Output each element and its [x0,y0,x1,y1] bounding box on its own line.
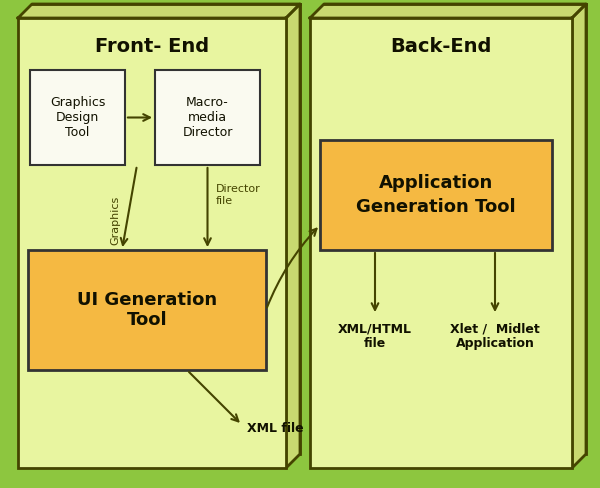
Polygon shape [286,4,300,468]
Bar [18,18,286,468]
Polygon shape [310,4,586,18]
Text: UI Generation
Tool: UI Generation Tool [77,290,217,329]
Bar [30,70,125,165]
Bar [155,70,260,165]
Bar [28,250,266,370]
Polygon shape [572,4,586,468]
Bar [310,18,572,468]
Text: XML/HTML
file: XML/HTML file [338,322,412,350]
Text: Application
Generation Tool: Application Generation Tool [356,174,516,216]
Text: Graphics
Design
Tool: Graphics Design Tool [50,96,105,139]
Text: Director
file: Director file [215,184,260,206]
Text: Front- End: Front- End [95,37,209,56]
Polygon shape [18,4,300,18]
Text: Back-End: Back-End [391,37,491,56]
Text: Graphics: Graphics [110,195,120,244]
Text: Macro-
media
Director: Macro- media Director [182,96,233,139]
Text: XML file: XML file [247,422,304,434]
Bar [320,140,552,250]
Text: Xlet /  Midlet
Application: Xlet / Midlet Application [450,322,540,350]
